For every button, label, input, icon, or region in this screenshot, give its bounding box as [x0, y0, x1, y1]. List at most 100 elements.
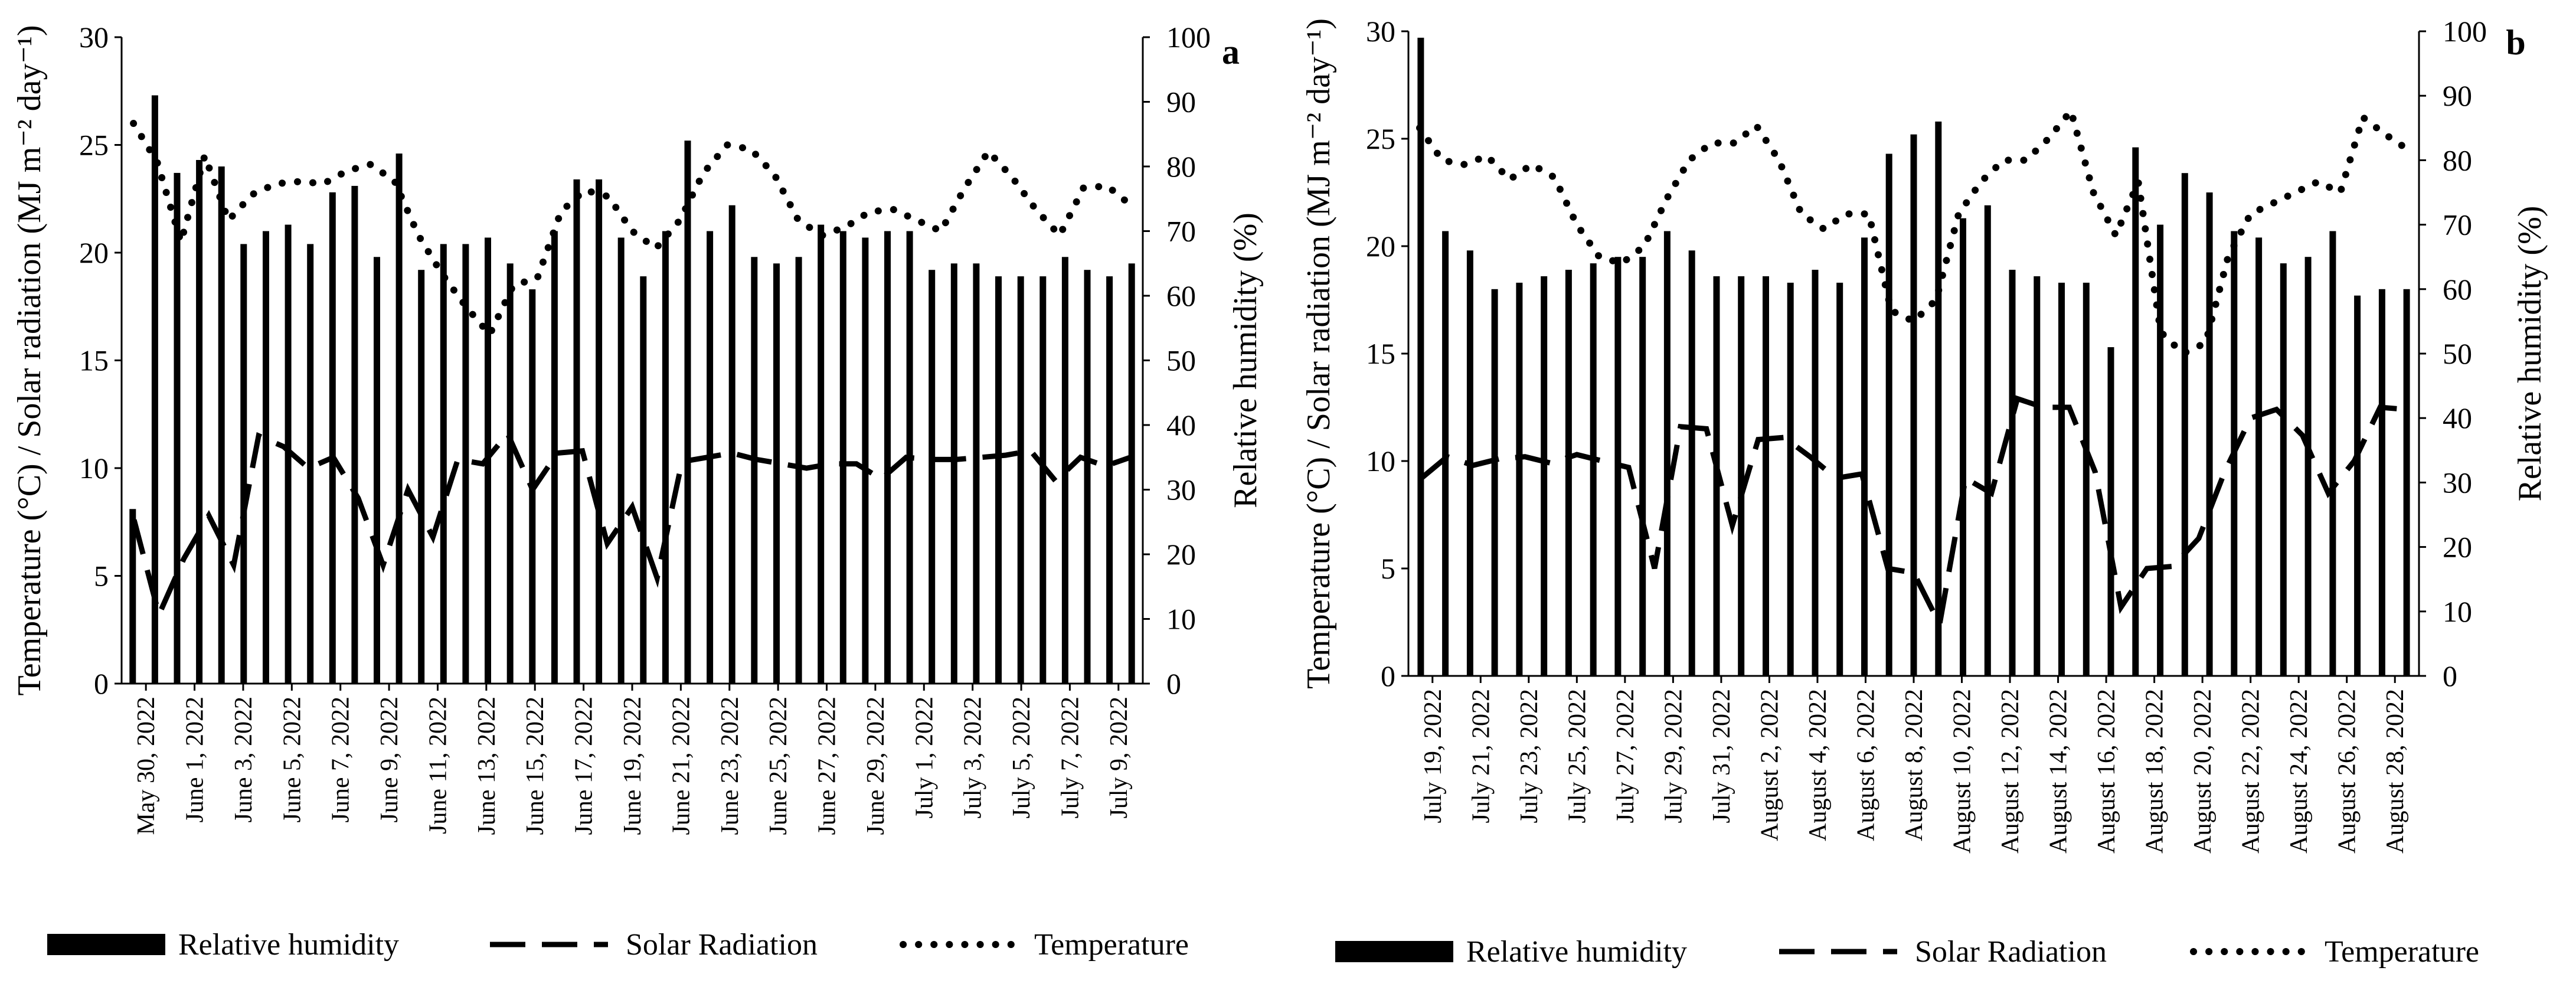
right-tick-label: 40 — [1166, 408, 1196, 442]
left-tick-label: 0 — [1381, 659, 1395, 692]
left-tick-label: 5 — [94, 560, 109, 593]
legend-humidity-swatch — [47, 934, 165, 955]
humidity-bar — [1442, 231, 1449, 676]
humidity-bar — [129, 509, 136, 684]
x-tick-label: August 20, 2022 — [2189, 689, 2217, 854]
right-tick-label: 0 — [1166, 667, 1181, 700]
humidity-bar — [839, 231, 846, 684]
left-tick-label: 10 — [79, 452, 109, 485]
humidity-bar — [929, 270, 936, 684]
left-tick-label: 15 — [79, 344, 109, 377]
right-axis-title: Relative humidity (%) — [2512, 206, 2548, 502]
humidity-bar — [2304, 257, 2312, 676]
x-tick-label: August 16, 2022 — [2093, 689, 2120, 854]
humidity-bar — [2058, 282, 2065, 676]
right-tick-label: 100 — [2443, 15, 2487, 48]
right-tick-label: 50 — [1166, 344, 1196, 377]
legend-humidity-swatch — [1335, 941, 1453, 962]
right-tick-label: 80 — [1166, 150, 1196, 183]
right-axis-title: Relative humidity (%) — [1227, 213, 1264, 508]
humidity-bar — [1516, 282, 1523, 676]
humidity-bar — [795, 257, 802, 684]
humidity-bar — [2107, 347, 2114, 676]
right-tick-label: 50 — [2443, 337, 2472, 370]
humidity-bar — [773, 263, 780, 684]
humidity-bar — [1910, 134, 1917, 676]
left-tick-label: 25 — [79, 129, 109, 162]
legend-solar-label: Solar Radiation — [626, 928, 818, 962]
x-tick-label: June 1, 2022 — [182, 697, 209, 823]
humidity-bar — [1861, 237, 1868, 676]
humidity-bar — [196, 160, 203, 684]
humidity-bar — [2378, 289, 2385, 676]
x-tick-label: July 1, 2022 — [911, 697, 938, 819]
humidity-bar — [329, 192, 336, 684]
x-tick-label: June 7, 2022 — [328, 697, 355, 823]
legend-b: Relative humidity Solar Radiation Temper… — [1335, 935, 2479, 969]
x-tick-label: May 30, 2022 — [133, 697, 160, 835]
right-tick-label: 10 — [2443, 595, 2472, 628]
x-tick-label: July 21, 2022 — [1467, 689, 1495, 823]
left-tick-label: 30 — [1366, 15, 1395, 48]
humidity-bar — [395, 153, 403, 684]
humidity-bar — [240, 244, 247, 684]
x-tick-label: July 7, 2022 — [1057, 697, 1084, 819]
x-tick-label: August 22, 2022 — [2238, 689, 2265, 854]
x-tick-label: June 29, 2022 — [862, 697, 890, 835]
x-tick-label: June 19, 2022 — [619, 697, 646, 835]
x-tick-label: July 27, 2022 — [1612, 689, 1639, 823]
humidity-bar — [640, 276, 647, 684]
humidity-bar — [1787, 282, 1794, 676]
x-tick-label: July 31, 2022 — [1708, 689, 1735, 823]
humidity-bar — [973, 263, 980, 684]
humidity-bar — [1688, 250, 1695, 676]
humidity-bar — [573, 179, 580, 684]
humidity-bar — [818, 224, 825, 684]
humidity-bar — [684, 140, 691, 684]
humidity-bar — [1017, 276, 1024, 684]
x-tick-label: June 27, 2022 — [814, 697, 841, 835]
left-tick-label: 5 — [1381, 552, 1395, 585]
x-tick-label: August 6, 2022 — [1852, 689, 1879, 841]
humidity-bar — [263, 231, 269, 684]
humidity-bar — [884, 231, 891, 684]
humidity-bar — [1061, 257, 1068, 684]
right-tick-label: 0 — [2443, 659, 2457, 692]
humidity-bar — [151, 95, 158, 684]
humidity-bar — [2403, 289, 2410, 676]
x-tick-label: August 8, 2022 — [1901, 689, 1928, 841]
humidity-bar — [662, 231, 669, 684]
x-tick-label: August 14, 2022 — [2045, 689, 2072, 854]
humidity-bar — [1812, 270, 1819, 676]
legend-a: Relative humidity Solar Radiation Temper… — [47, 928, 1189, 962]
humidity-bar — [2354, 295, 2361, 676]
humidity-bar — [307, 244, 314, 684]
legend-temperature-label: Temperature — [1034, 928, 1189, 962]
left-axis-title: Temperature (°C) / Solar radiation (MJ m… — [11, 25, 48, 696]
humidity-bar — [1984, 205, 1991, 676]
left-tick-label: 15 — [1366, 337, 1395, 370]
humidity-bar — [995, 276, 1002, 684]
x-tick-label: June 23, 2022 — [717, 697, 744, 835]
humidity-bar — [617, 237, 625, 684]
humidity-bar — [440, 244, 447, 684]
right-tick-label: 10 — [1166, 603, 1196, 636]
right-tick-label: 100 — [1166, 21, 1211, 54]
humidity-bar — [1491, 289, 1498, 676]
humidity-bar — [751, 257, 758, 684]
humidity-bar — [1106, 276, 1113, 684]
x-tick-label: June 21, 2022 — [668, 697, 695, 835]
humidity-bar — [2034, 276, 2041, 676]
humidity-bar — [2009, 270, 2016, 676]
solar-radiation-line — [131, 429, 1132, 623]
humidity-bar — [950, 263, 957, 684]
right-tick-label: 20 — [1166, 538, 1196, 571]
humidity-bar — [1128, 263, 1135, 684]
left-tick-label: 25 — [1366, 122, 1395, 155]
humidity-bar — [2329, 231, 2336, 676]
x-tick-label: June 3, 2022 — [230, 697, 257, 823]
humidity-bar — [2280, 263, 2287, 676]
humidity-bar — [2206, 192, 2213, 676]
humidity-bar — [862, 237, 869, 684]
